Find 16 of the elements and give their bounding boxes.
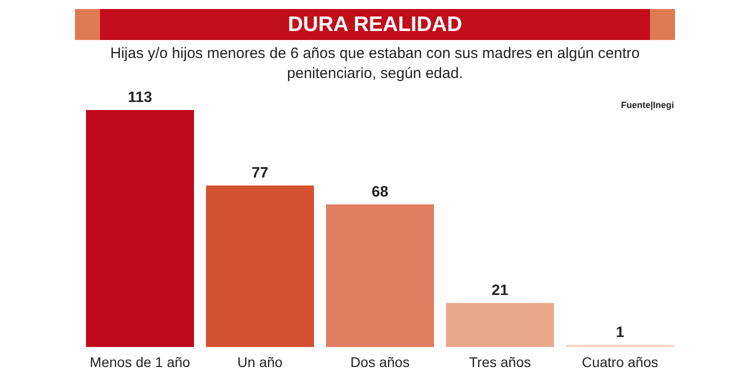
data-label: 77 [252, 164, 268, 182]
annotation: Fuente|Inegi [620, 100, 674, 110]
bar [86, 110, 194, 347]
chart-subtitle: Hijas y/o hijos menores de 6 años que estaban con sus madres en algún centro penitenciario, según edad. [109, 44, 641, 84]
data-label: 68 [372, 183, 388, 200]
data-label: 21 [492, 282, 508, 299]
x-tick-label: Tres años [469, 354, 531, 370]
bar [206, 186, 314, 347]
x-tick-label: Menos de 1 año [90, 354, 190, 370]
x-tick-label: Cuatro años [582, 354, 658, 370]
data-label: 113 [128, 89, 152, 106]
x-tick-label: Un año [237, 354, 283, 370]
bar [326, 204, 434, 347]
x-tick-label: Dos años [350, 354, 410, 370]
bar [446, 302, 554, 347]
data-label: 1 [616, 324, 624, 341]
